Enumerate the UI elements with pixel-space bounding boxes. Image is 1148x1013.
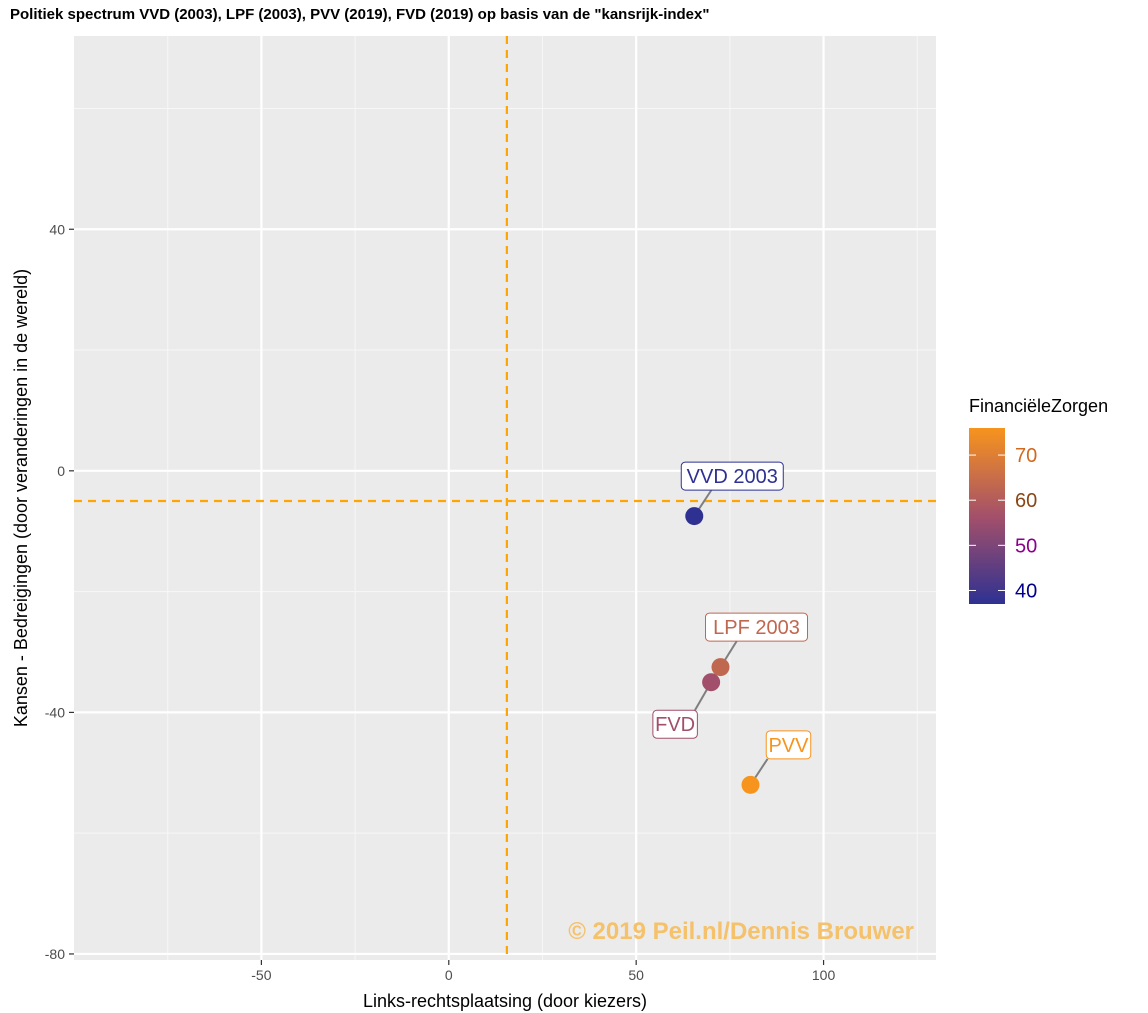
- x-tick-label: -50: [251, 967, 271, 983]
- point-label-text: PVV: [768, 735, 809, 757]
- y-tick-label: 0: [57, 463, 65, 479]
- chart-title: Politiek spectrum VVD (2003), LPF (2003)…: [10, 6, 710, 23]
- y-tick-label: 40: [49, 221, 65, 237]
- data-point: [685, 507, 704, 526]
- legend-title: FinanciëleZorgen: [969, 396, 1108, 416]
- data-point: [741, 775, 760, 794]
- legend-tick-label: 60: [1015, 490, 1037, 512]
- legend-tick-label: 70: [1015, 445, 1037, 467]
- plot-panel: [74, 36, 936, 960]
- data-point: [711, 658, 730, 677]
- y-tick-label: -40: [45, 704, 65, 720]
- point-label-box: [652, 709, 698, 739]
- point-label: PVV: [765, 730, 812, 760]
- watermark-text: © 2019 Peil.nl/Dennis Brouwer: [568, 918, 914, 945]
- point-label-box: [680, 461, 784, 491]
- x-tick-label: 0: [445, 967, 453, 983]
- legend-colorbar: [969, 428, 1005, 604]
- point-label-text: VVD 2003: [687, 466, 778, 488]
- x-tick-label: 100: [812, 967, 836, 983]
- y-tick-label: -80: [45, 946, 65, 962]
- point-label-box: [765, 730, 812, 760]
- data-point: [702, 673, 721, 692]
- point-label-text: FVD: [655, 714, 695, 736]
- legend-tick-label: 40: [1015, 580, 1037, 602]
- point-label: LPF 2003: [705, 612, 808, 642]
- point-label: FVD: [652, 709, 698, 739]
- legend-tick-label: 50: [1015, 535, 1037, 557]
- point-label-text: LPF 2003: [713, 617, 800, 639]
- y-axis-title: Kansen - Bedreigingen (door veranderinge…: [11, 269, 31, 727]
- point-label: VVD 2003: [680, 461, 784, 491]
- x-axis-title: Links-rechtsplaatsing (door kiezers): [363, 991, 647, 1011]
- x-tick-label: 50: [628, 967, 644, 983]
- point-label-box: [705, 612, 808, 642]
